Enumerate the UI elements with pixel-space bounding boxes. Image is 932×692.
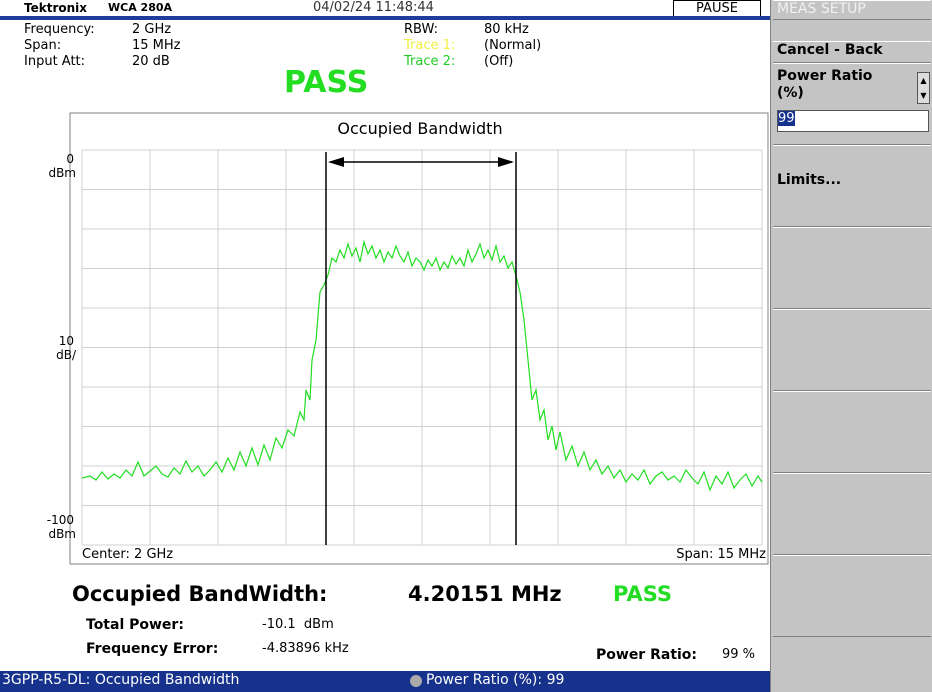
menu-title: MEAS SETUP xyxy=(773,0,931,20)
header-rule xyxy=(0,16,770,20)
empty-button[interactable] xyxy=(773,227,931,309)
freq-error-label: Frequency Error: xyxy=(86,641,219,657)
obw-value: 4.20151 MHz xyxy=(408,582,562,606)
verdict: PASS xyxy=(284,65,369,100)
frequency-label: Frequency: xyxy=(24,22,95,37)
power-ratio-input[interactable]: 99 xyxy=(777,110,929,132)
power-ratio-text: Power Ratio (%) xyxy=(777,68,873,101)
plot-frame xyxy=(69,112,769,565)
input-value: 99 xyxy=(778,111,795,126)
obw-label: Occupied BandWidth: xyxy=(72,582,328,606)
rbw-value: 80 kHz xyxy=(484,22,529,37)
y-scale-value: 10 xyxy=(59,334,74,348)
empty-button[interactable] xyxy=(773,555,931,637)
limits-text: Limits... xyxy=(777,172,842,188)
freq-error-value: -4.83896 kHz xyxy=(262,641,349,656)
spin-buttons[interactable]: ▲ ▼ xyxy=(917,72,930,104)
trace2-label: Trace 2: xyxy=(404,54,456,69)
center-label: Center: 2 GHz xyxy=(82,547,173,562)
spectrum-trace xyxy=(81,239,763,492)
empty-button[interactable] xyxy=(773,473,931,555)
top-bar: Tektronix WCA 280A 04/02/24 11:48:44 PAU… xyxy=(0,0,770,17)
power-ratio-button[interactable]: Power Ratio (%) ▲ ▼ 99 xyxy=(773,63,931,145)
status-right: Power Ratio (%): 99 xyxy=(426,672,565,688)
power-ratio-label: Power Ratio: xyxy=(596,647,698,663)
trace1-value: (Normal) xyxy=(484,38,542,53)
empty-button[interactable] xyxy=(773,309,931,391)
y-bottom-unit: dBm xyxy=(48,527,76,541)
power-ratio-value: 99 % xyxy=(722,647,756,662)
trace1-label: Trace 1: xyxy=(404,38,456,53)
grid xyxy=(81,149,763,546)
frequency-value: 2 GHz xyxy=(132,22,172,37)
rbw-label: RBW: xyxy=(404,22,438,37)
total-power-value: -10.1 dBm xyxy=(262,617,334,632)
datetime: 04/02/24 11:48:44 xyxy=(313,0,434,15)
brand: Tektronix xyxy=(24,1,88,15)
plot: Occupied Bandwidth 0 dBm 10 dB/ -100 dBm… xyxy=(47,112,769,565)
model: WCA 280A xyxy=(108,1,173,14)
y-scale-unit: dB/ xyxy=(56,348,77,362)
input-att-label: Input Att: xyxy=(24,54,86,69)
status-bar: 3GPP-R5-DL: Occupied Bandwidth Power Rat… xyxy=(0,671,770,692)
status-icon xyxy=(410,675,422,687)
trace2-value: (Off) xyxy=(484,54,514,69)
y-top-value: 0 xyxy=(66,152,74,166)
y-bottom-value: -100 xyxy=(47,513,74,527)
obw-verdict: PASS xyxy=(613,582,673,606)
status-left: 3GPP-R5-DL: Occupied Bandwidth xyxy=(2,672,240,688)
input-att-value: 20 dB xyxy=(132,54,170,69)
span-footer: Span: 15 MHz xyxy=(676,547,766,562)
empty-button[interactable] xyxy=(773,391,931,473)
span-label: Span: xyxy=(24,38,62,53)
y-top-unit: dBm xyxy=(48,166,76,180)
cancel-back-button[interactable]: Cancel - Back xyxy=(773,41,931,63)
span-value: 15 MHz xyxy=(132,38,181,53)
menu-title-text: MEAS SETUP xyxy=(777,1,866,17)
total-power-label: Total Power: xyxy=(86,617,184,633)
cancel-back-text: Cancel - Back xyxy=(777,42,883,58)
plot-title: Occupied Bandwidth xyxy=(337,119,502,138)
side-menu: MEAS SETUP Cancel - Back Power Ratio (%)… xyxy=(770,0,932,692)
limits-button[interactable]: Limits... xyxy=(773,145,931,227)
